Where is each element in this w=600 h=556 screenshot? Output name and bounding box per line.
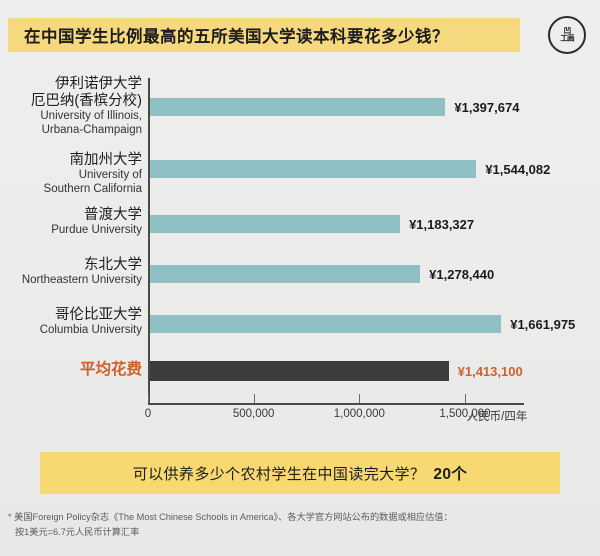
- x-axis-tick: [359, 394, 361, 403]
- x-axis-tick-label: 1,500,000: [439, 408, 491, 420]
- row-label-cn: 哥伦比亚大学: [55, 307, 142, 323]
- bar-value-label: ¥1,397,674: [454, 100, 520, 115]
- x-axis-tick-label: 500,000: [232, 408, 275, 420]
- row-label: 伊利诺伊大学 厄巴纳(香槟分校) University of Illinois, Ur…: [0, 76, 142, 137]
- bar: [150, 160, 477, 178]
- bar-value-label: ¥1,413,100: [457, 364, 523, 379]
- row-label-cn: 伊利诺伊大学: [55, 76, 142, 92]
- bar-value-label: ¥1,183,327: [409, 217, 475, 232]
- callout-question: 可以供养多少个农村学生在中国读完大学？: [132, 465, 426, 483]
- row-label: 普渡大学 Purdue University: [0, 207, 142, 238]
- bar-value-label: ¥1,544,082: [485, 162, 551, 177]
- publisher-logo-icon: 凹 工画: [548, 16, 586, 54]
- x-axis-tick-label: 0: [144, 408, 152, 420]
- row-label: 南加州大学 University of Southern California: [0, 152, 142, 196]
- callout-box: 可以供养多少个农村学生在中国读完大学？ 20个: [40, 452, 560, 494]
- row-label-en: University of: [78, 169, 142, 182]
- bar: [150, 215, 401, 233]
- y-axis-line: [148, 78, 150, 403]
- row-label-cn: 南加州大学: [69, 152, 143, 168]
- x-axis-line: [148, 403, 524, 405]
- footnote-line-2: 按1美元=6.7元人民币计算汇率: [15, 527, 140, 538]
- bar: [150, 361, 449, 381]
- x-axis-unit-label: 人民币/四年: [466, 411, 528, 423]
- row-label-cn: 东北大学: [84, 257, 142, 273]
- row-label-en: Columbia University: [39, 324, 142, 337]
- callout-answer: 20个: [433, 466, 468, 483]
- row-label-cn: 厄巴纳(香槟分校): [30, 93, 142, 110]
- row-label-en: Purdue University: [51, 224, 142, 237]
- row-label-cn: 普渡大学: [84, 207, 142, 223]
- row-label-en: University of Illinois,: [40, 110, 142, 123]
- row-label-cn: 平均花费: [79, 361, 142, 378]
- bar-value-label: ¥1,661,975: [510, 317, 576, 332]
- footnote-line-1: * 美国Foreign Policy杂志《The Most Chinese Sc…: [8, 512, 453, 522]
- bar: [150, 315, 502, 333]
- x-axis-tick: [148, 394, 149, 403]
- row-label-en: Northeastern University: [21, 274, 142, 287]
- x-axis-tick-label: 1,000,000: [333, 408, 385, 420]
- row-label-en: Southern California: [43, 182, 142, 195]
- row-label-en: Urbana-Champaign: [41, 123, 142, 136]
- bar: [150, 265, 421, 283]
- row-label: 平均花费: [0, 361, 142, 379]
- page-title: 在中国学生比例最高的五所美国大学读本科要花多少钱？: [24, 27, 449, 46]
- bar-value-label: ¥1,278,440: [429, 267, 495, 282]
- logo-line-2: 工画: [560, 34, 574, 43]
- x-axis-tick: [253, 394, 255, 403]
- footnote: * 美国Foreign Policy杂志《The Most Chinese Sc…: [8, 510, 592, 540]
- x-axis-tick: [465, 394, 466, 403]
- bar: [150, 98, 446, 116]
- row-label: 哥伦比亚大学 Columbia University: [0, 307, 142, 338]
- title-banner: 在中国学生比例最高的五所美国大学读本科要花多少钱？: [8, 18, 520, 52]
- header: 在中国学生比例最高的五所美国大学读本科要花多少钱？ 凹 工画: [0, 14, 600, 58]
- bar-chart: 0 500,000 1,000,000 1,500,000 人民币/四年 伊利诺伊大学…: [0, 76, 600, 428]
- row-label: 东北大学 Northeastern University: [0, 257, 142, 288]
- logo-line-1: 凹: [563, 26, 572, 35]
